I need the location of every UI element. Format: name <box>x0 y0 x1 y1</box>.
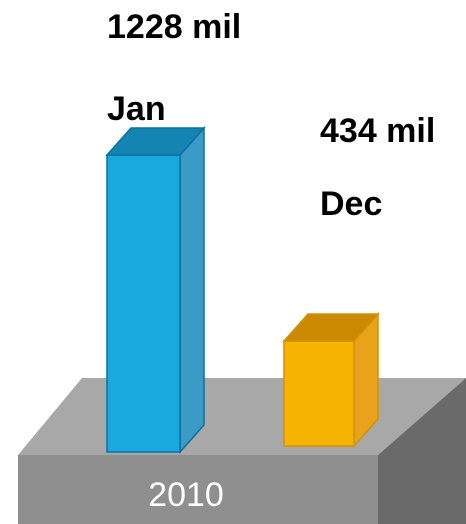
platform-base: 2010 <box>18 378 466 524</box>
category-label-dec: Dec <box>320 185 382 223</box>
bar-jan-front <box>106 154 181 453</box>
value-label-jan: 1228 mil <box>107 8 241 46</box>
platform-year-label: 2010 <box>148 476 224 514</box>
bar-jan-side <box>179 126 205 454</box>
category-label-jan: Jan <box>107 90 166 128</box>
bars-group <box>105 126 380 454</box>
platform-side-face <box>378 378 466 524</box>
bar-dec <box>282 312 380 448</box>
bar-dec-top <box>282 313 380 342</box>
bar-dec-front <box>283 340 355 447</box>
bar-jan-top <box>105 127 206 156</box>
platform-front-face <box>18 455 378 524</box>
value-label-dec: 434 mil <box>320 112 435 150</box>
bar-jan <box>105 126 206 454</box>
